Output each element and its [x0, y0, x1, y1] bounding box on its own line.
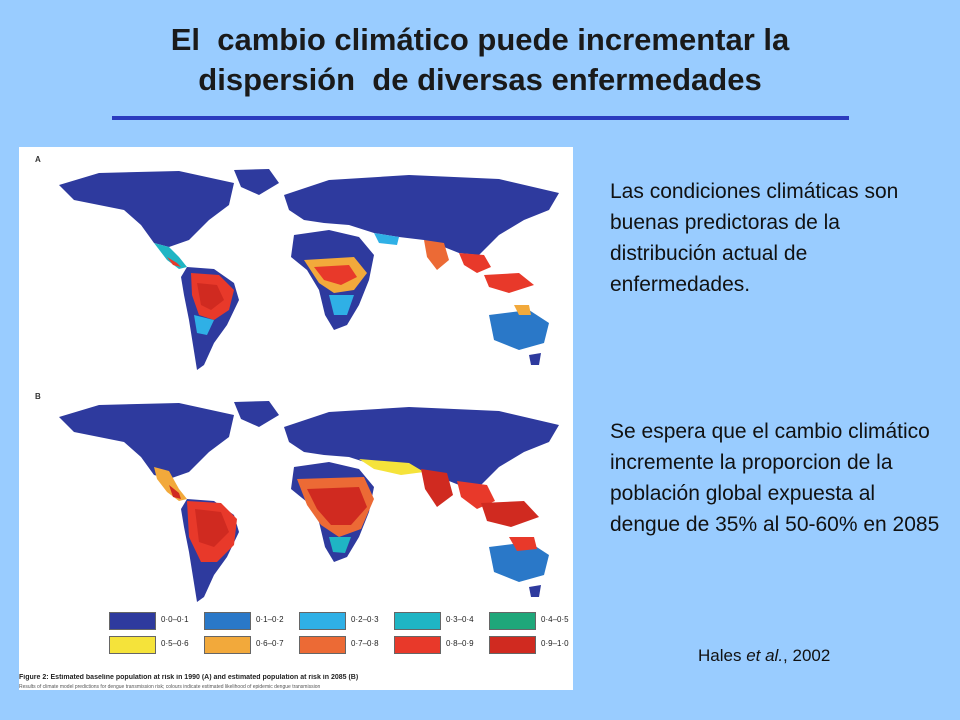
legend-label: 0·0–0·1 — [161, 615, 189, 624]
legend-swatch — [299, 636, 346, 654]
figure-caption-detail: Results of climate model predictions for… — [19, 684, 321, 690]
legend-label: 0·1–0·2 — [256, 615, 284, 624]
legend-swatch — [394, 612, 441, 630]
slide-title: El cambio climático puede incrementar la… — [60, 20, 900, 100]
legend-label: 0·6–0·7 — [256, 639, 284, 648]
legend-swatch — [204, 612, 251, 630]
legend-label: 0·3–0·4 — [446, 615, 474, 624]
citation-author: Hales — [698, 646, 747, 665]
panel-b-label: B — [35, 392, 41, 401]
text-block-dengue-projection: Se espera que el cambio climático increm… — [610, 420, 940, 536]
map-a-central-america — [154, 243, 187, 269]
figure-caption: Figure 2: Estimated baseline population … — [19, 674, 359, 681]
map-a-north-america — [59, 171, 234, 247]
title-line-1: El cambio climático puede incrementar la — [170, 22, 790, 57]
citation-etal: et al. — [746, 646, 784, 665]
map-b-greenland — [234, 401, 279, 427]
legend-swatch — [109, 612, 156, 630]
citation: Hales et al., 2002 — [698, 646, 830, 666]
legend-swatch — [394, 636, 441, 654]
legend-swatch — [299, 612, 346, 630]
map-b-australia — [489, 542, 549, 582]
legend-label: 0·7–0·8 — [351, 639, 379, 648]
map-a-australia — [489, 310, 549, 350]
map-a-eurasia — [284, 175, 559, 255]
legend-label: 0·8–0·9 — [446, 639, 474, 648]
legend-swatch — [109, 636, 156, 654]
world-map-1990 — [59, 169, 559, 370]
map-b-eurasia — [284, 407, 559, 487]
legend-swatch — [489, 612, 536, 630]
dengue-risk-figure: A — [19, 147, 573, 690]
title-underline — [112, 116, 849, 120]
legend-label: 0·9–1·0 — [541, 639, 569, 648]
title-line-2: dispersión de diversas enfermedades — [198, 62, 762, 97]
legend-swatch — [204, 636, 251, 654]
map-a-greenland — [234, 169, 279, 195]
legend-label: 0·5–0·6 — [161, 639, 189, 648]
legend-label: 0·4–0·5 — [541, 615, 569, 624]
citation-year: , 2002 — [783, 646, 831, 665]
world-map-2085 — [59, 401, 559, 602]
legend-label: 0·2–0·3 — [351, 615, 379, 624]
legend-swatch — [489, 636, 536, 654]
text-block-climate-predictors: Las condiciones climáticas son buenas pr… — [610, 180, 899, 296]
panel-a-label: A — [35, 155, 41, 164]
map-b-north-america — [59, 403, 234, 479]
map-legend: 0·0–0·1 0·1–0·2 0·2–0·3 0·3–0·4 0·4–0·5 0·5–0… — [19, 612, 573, 664]
